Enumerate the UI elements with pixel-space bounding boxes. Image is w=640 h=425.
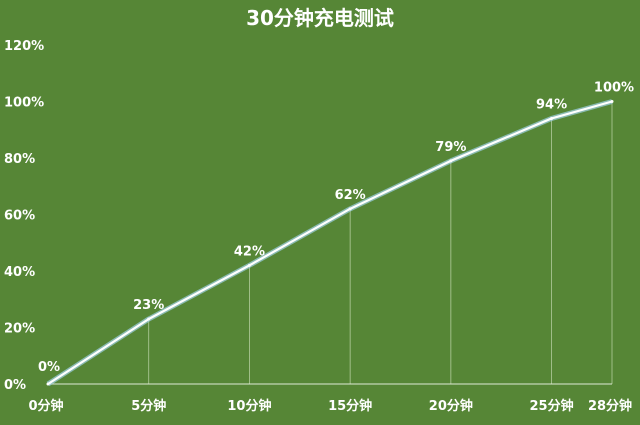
y-tick-label: 60% bbox=[4, 209, 35, 224]
chart-title: 30分钟充电测试 bbox=[246, 6, 394, 30]
drop-lines bbox=[148, 101, 613, 384]
series-line-main bbox=[47, 100, 613, 385]
y-tick-label: 100% bbox=[4, 96, 44, 111]
x-tick-label: 28分钟 bbox=[588, 398, 632, 414]
data-point bbox=[610, 100, 614, 103]
y-axis-tick-labels: 0% 20% 40% 60% 80% 100% 120% bbox=[4, 39, 44, 393]
data-points bbox=[46, 100, 614, 386]
data-point bbox=[449, 159, 453, 163]
x-tick-label: 25分钟 bbox=[530, 398, 574, 414]
data-point bbox=[550, 116, 554, 120]
y-tick-label: 80% bbox=[4, 152, 35, 167]
data-label: 94% bbox=[536, 97, 567, 112]
data-labels: 0% 23% 42% 62% 79% 94% 100% bbox=[38, 81, 634, 376]
y-tick-label: 120% bbox=[4, 39, 44, 54]
series-line-glow bbox=[46, 99, 613, 387]
data-point bbox=[348, 207, 352, 211]
data-point bbox=[247, 263, 251, 267]
data-label: 42% bbox=[234, 244, 265, 259]
x-tick-label: 0分钟 bbox=[28, 398, 63, 414]
y-tick-label: 20% bbox=[4, 322, 35, 337]
x-tick-label: 5分钟 bbox=[131, 398, 166, 414]
data-label: 79% bbox=[435, 140, 466, 155]
data-label: 23% bbox=[133, 298, 164, 313]
x-tick-label: 20分钟 bbox=[429, 398, 473, 414]
series-line bbox=[46, 99, 613, 387]
data-label: 100% bbox=[594, 81, 634, 96]
y-tick-label: 40% bbox=[4, 265, 35, 280]
data-label: 0% bbox=[38, 360, 60, 375]
x-axis-tick-labels: 0分钟 5分钟 10分钟 15分钟 20分钟 25分钟 28分钟 bbox=[28, 398, 632, 414]
x-tick-label: 10分钟 bbox=[227, 398, 271, 414]
data-point bbox=[46, 382, 50, 386]
data-label: 62% bbox=[335, 188, 366, 203]
data-point bbox=[147, 317, 151, 321]
x-tick-label: 15分钟 bbox=[328, 398, 372, 414]
y-tick-label: 0% bbox=[4, 378, 26, 393]
